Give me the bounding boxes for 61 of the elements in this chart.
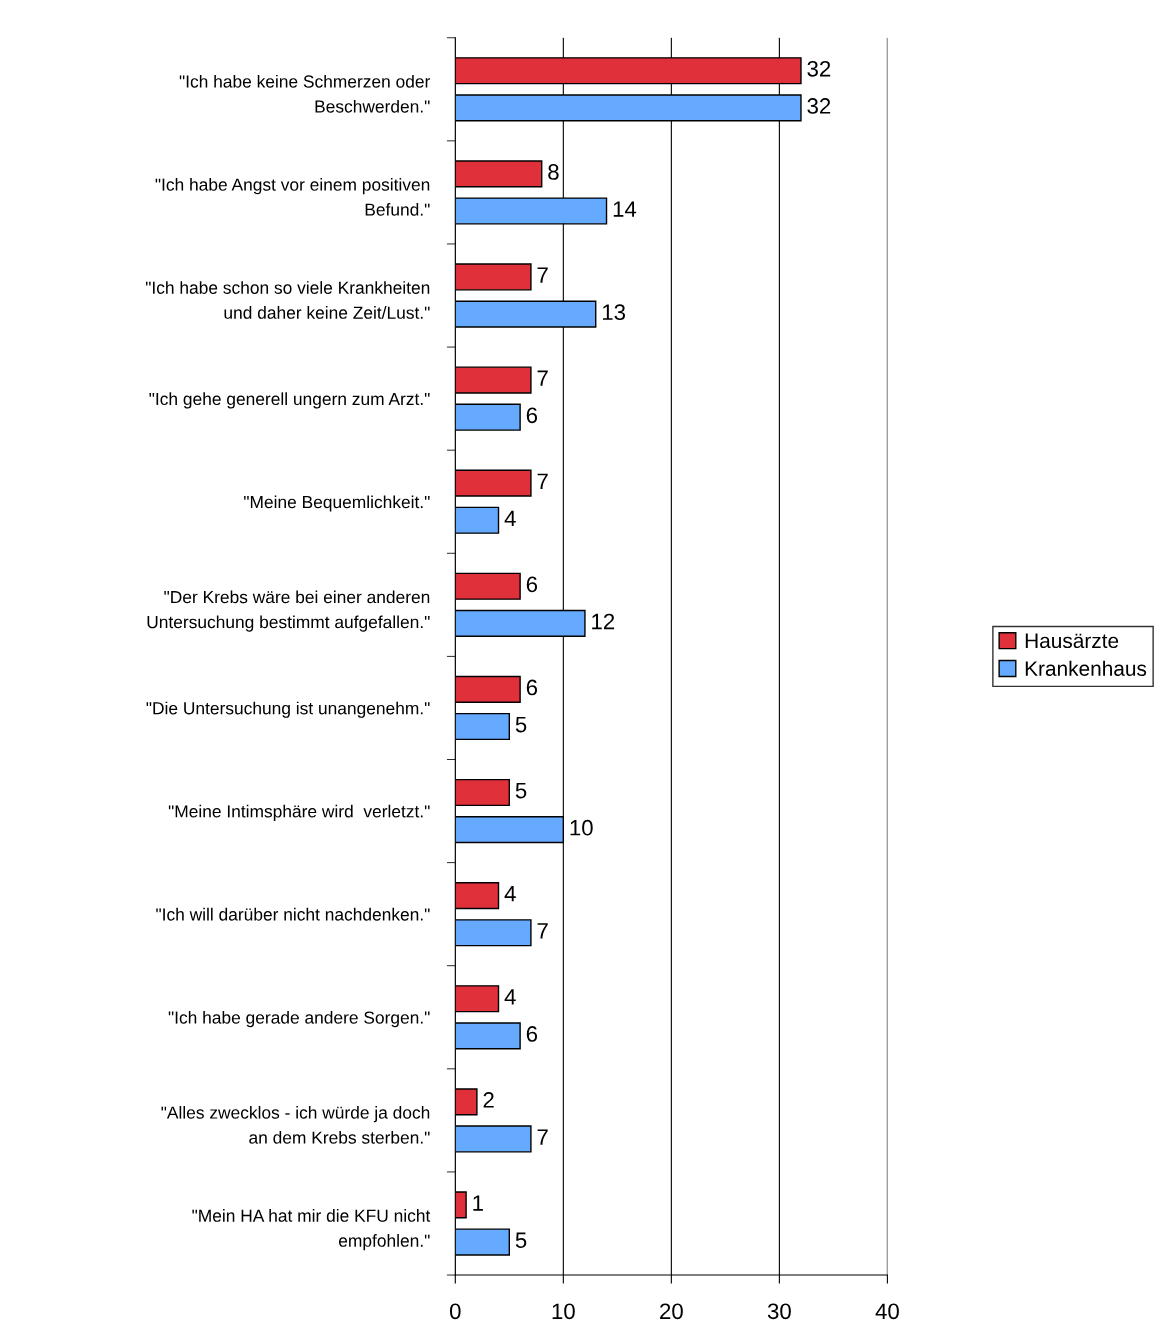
- bar: [455, 919, 532, 947]
- bar: [455, 1191, 467, 1219]
- data-label: 4: [504, 510, 516, 527]
- y-tick-label: "Alles zwecklos - ich würde ja doch an dem Krebs sterben.": [161, 1106, 430, 1144]
- x-tick-label: 40: [875, 1303, 899, 1320]
- data-label: 32: [807, 98, 831, 114]
- y-tick-label: "Meine Bequemlichkeit.": [244, 495, 430, 512]
- bar: [455, 469, 532, 497]
- bar: [455, 403, 521, 431]
- y-tick-label: "Ich will darüber nicht nachdenken.": [156, 907, 430, 921]
- y-tick-label: "Ich habe gerade andere Sorgen.": [168, 1010, 430, 1028]
- data-label: 6: [526, 576, 538, 593]
- y-tick-label: "Ich habe schon so viele Krankheiten und daher keine Zeit/Lust.": [145, 281, 430, 319]
- legend-label: Hausärzte: [1025, 633, 1119, 649]
- bar: [455, 778, 511, 807]
- legend-label: Krankenhaus: [1025, 660, 1147, 676]
- data-label: 6: [526, 679, 538, 696]
- bar: [455, 572, 521, 600]
- bar: [455, 712, 511, 741]
- data-label: 5: [515, 716, 527, 733]
- bar: [455, 1125, 532, 1153]
- data-label: 12: [592, 613, 615, 630]
- y-tick-label: "Ich habe keine Schmerzen oder Beschwerden.": [179, 74, 431, 113]
- data-label: 7: [537, 1129, 548, 1145]
- data-label: 5: [515, 1232, 527, 1249]
- bar: [455, 675, 521, 703]
- data-label: 1: [473, 1195, 483, 1211]
- data-label: 6: [526, 407, 538, 424]
- bar: [455, 985, 500, 1013]
- data-label: 4: [504, 886, 516, 902]
- bar: [455, 366, 532, 394]
- x-tick-label: 0: [449, 1303, 461, 1320]
- data-label: 5: [515, 782, 527, 799]
- bar: [455, 882, 500, 910]
- bar: [455, 1022, 521, 1050]
- data-label: 6: [526, 1026, 538, 1042]
- y-tick-label: "Die Untersuchung ist unangenehm.": [146, 701, 430, 718]
- data-label: 14: [613, 201, 637, 217]
- bar: [455, 1228, 511, 1256]
- y-tick-label: "Ich gehe generell ungern zum Arzt.": [149, 392, 430, 409]
- y-tick-label: "Ich habe Angst vor einem positiven Befund.": [155, 178, 430, 216]
- x-tick-label: 20: [660, 1303, 683, 1320]
- x-tick-label: 30: [767, 1303, 791, 1320]
- bar: [455, 1088, 478, 1116]
- bar: [455, 263, 532, 291]
- data-label: 2: [483, 1092, 494, 1108]
- data-label: 7: [537, 473, 548, 489]
- x-tick-label: 10: [552, 1303, 575, 1320]
- bar: [455, 506, 500, 534]
- data-label: 32: [807, 60, 831, 77]
- data-label: 10: [570, 819, 593, 836]
- y-tick-label: "Mein HA hat mir die KFU nicht empfohlen.": [192, 1209, 431, 1251]
- data-label: 7: [537, 370, 548, 386]
- data-label: 7: [537, 267, 548, 283]
- data-label: 4: [504, 989, 516, 1005]
- y-tick-label: "Meine Intimsphäre wird verletzt.": [168, 804, 430, 821]
- data-label: 13: [602, 304, 626, 321]
- data-label: 8: [548, 164, 559, 180]
- bar: [455, 160, 543, 188]
- y-tick-label: "Der Krebs wäre bei einer anderen Untersuchung bestimmt aufgefallen.": [147, 590, 430, 632]
- data-label: 7: [537, 923, 548, 939]
